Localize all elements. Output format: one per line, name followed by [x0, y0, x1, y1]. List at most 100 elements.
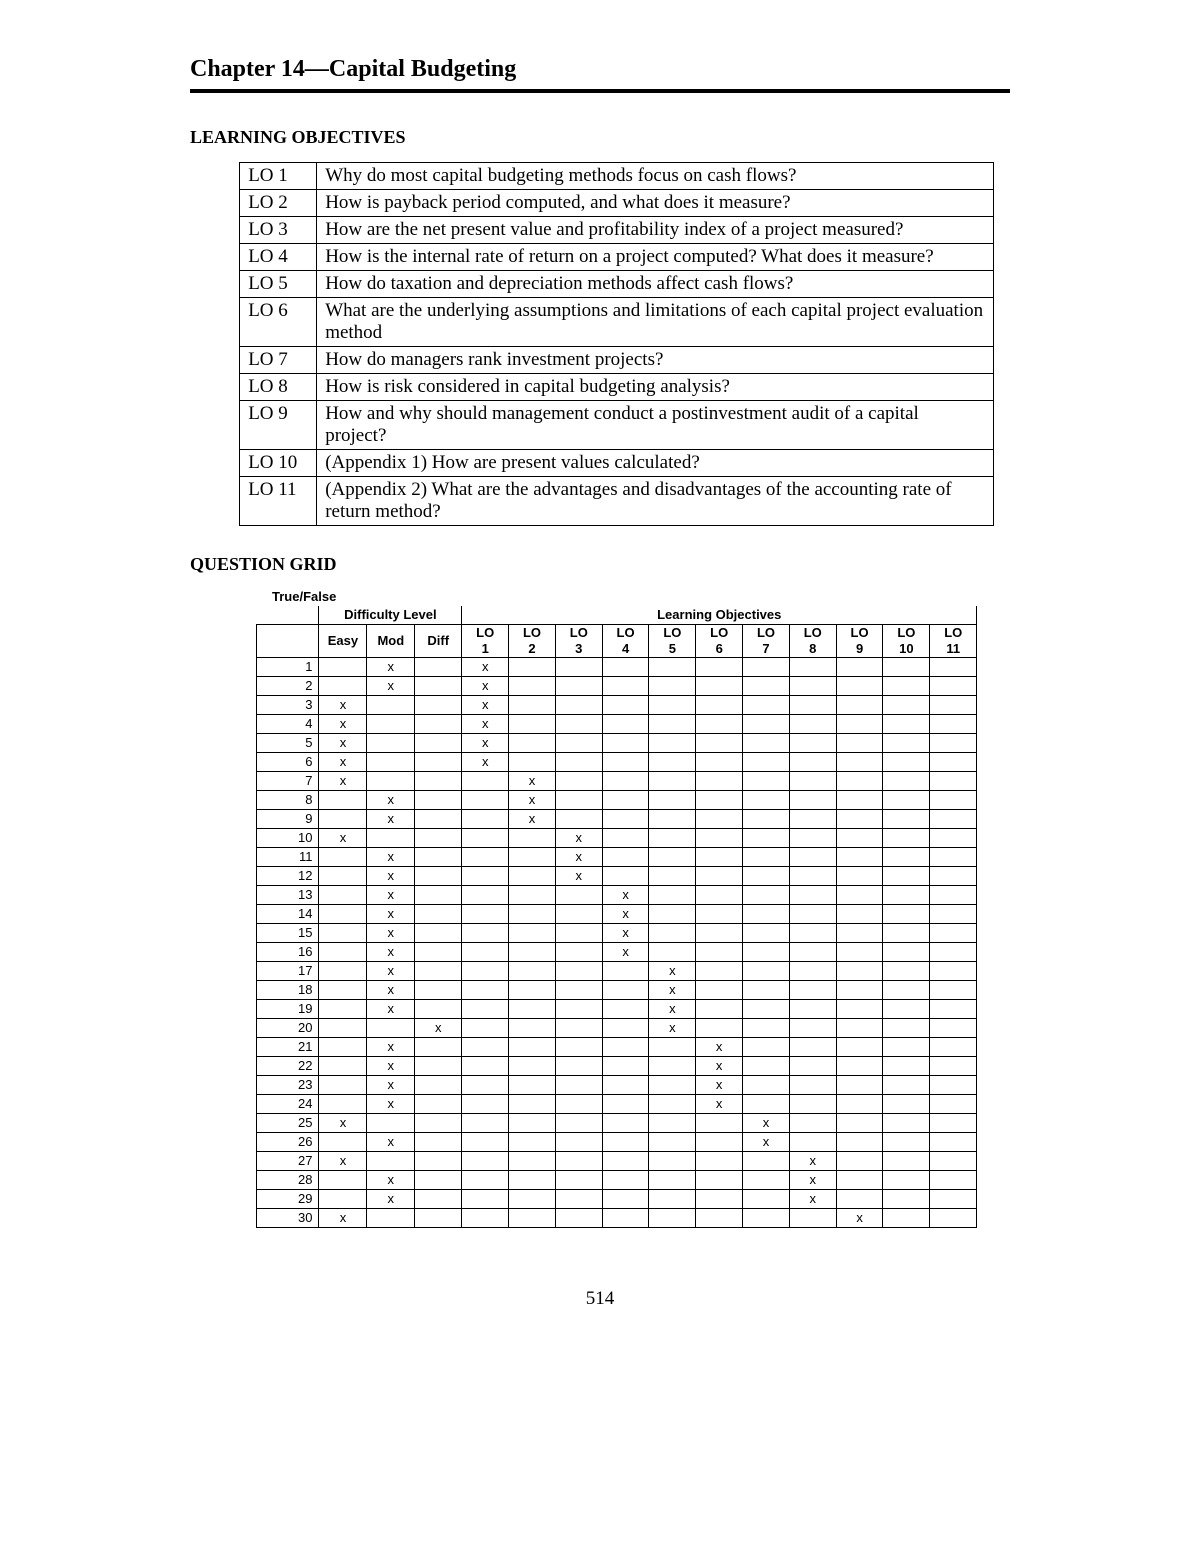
- grid-cell-easy: [319, 905, 367, 924]
- grid-cell-lo: [509, 848, 556, 867]
- grid-rownum: 14: [256, 905, 319, 924]
- grid-cell-lo: [696, 1133, 743, 1152]
- grid-cell-lo: [789, 658, 836, 677]
- grid-rownum: 6: [256, 753, 319, 772]
- grid-cell-easy: x: [319, 696, 367, 715]
- grid-cell-lo: x: [696, 1057, 743, 1076]
- grid-cell-lo: [743, 696, 790, 715]
- grid-rownum: 1: [256, 658, 319, 677]
- grid-row: 20xx: [256, 1019, 977, 1038]
- grid-cell-lo: [789, 962, 836, 981]
- grid-cell-lo: [696, 924, 743, 943]
- grid-cell-lo: x: [509, 791, 556, 810]
- grid-cell-easy: [319, 886, 367, 905]
- grid-cell-lo: x: [555, 829, 602, 848]
- grid-cell-lo: [696, 1000, 743, 1019]
- grid-cell-easy: x: [319, 715, 367, 734]
- grid-cell-lo: x: [602, 905, 649, 924]
- grid-cell-lo: [555, 962, 602, 981]
- grid-row: 2xx: [256, 677, 977, 696]
- grid-cell-lo: [836, 905, 883, 924]
- grid-cell-lo: [509, 715, 556, 734]
- grid-cell-lo: [555, 924, 602, 943]
- page-number: 514: [190, 1288, 1010, 1310]
- grid-cell-mod: x: [367, 1057, 415, 1076]
- grid-cell-easy: [319, 810, 367, 829]
- grid-cell-lo: [649, 1171, 696, 1190]
- grid-cell-lo: [930, 1057, 977, 1076]
- grid-cell-diff: [415, 924, 462, 943]
- grid-cell-diff: [415, 1209, 462, 1228]
- grid-cell-lo: [836, 829, 883, 848]
- grid-cell-lo: [789, 1019, 836, 1038]
- grid-cell-lo: x: [696, 1076, 743, 1095]
- grid-cell-easy: [319, 867, 367, 886]
- grid-cell-lo: [509, 924, 556, 943]
- grid-cell-lo: [883, 772, 930, 791]
- grid-cell-lo: [836, 1057, 883, 1076]
- grid-cell-lo: x: [649, 981, 696, 1000]
- grid-cell-lo: [509, 943, 556, 962]
- grid-cell-lo: [836, 734, 883, 753]
- grid-cell-easy: [319, 1076, 367, 1095]
- grid-cell-lo: [930, 1000, 977, 1019]
- grid-cell-lo: [509, 734, 556, 753]
- grid-cell-lo: [696, 905, 743, 924]
- grid-cell-lo: [883, 734, 930, 753]
- lo-col-header: LO3: [555, 625, 602, 658]
- grid-cell-mod: x: [367, 1038, 415, 1057]
- grid-cell-mod: x: [367, 791, 415, 810]
- lo-text: How is risk considered in capital budget…: [317, 374, 993, 401]
- grid-cell-lo: [462, 1152, 509, 1171]
- grid-cell-lo: [696, 734, 743, 753]
- grid-cell-lo: [836, 1000, 883, 1019]
- grid-cell-diff: [415, 753, 462, 772]
- grid-cell-lo: [836, 1133, 883, 1152]
- grid-row: 16xx: [256, 943, 977, 962]
- lo-text: How do managers rank investment projects…: [317, 347, 993, 374]
- grid-cell-lo: [602, 1152, 649, 1171]
- grid-cell-easy: [319, 1095, 367, 1114]
- grid-cell-lo: [743, 658, 790, 677]
- grid-cell-lo: [555, 981, 602, 1000]
- grid-cell-easy: [319, 848, 367, 867]
- grid-cell-lo: x: [602, 924, 649, 943]
- grid-row: 29xx: [256, 1190, 977, 1209]
- lo-col-header: LO10: [883, 625, 930, 658]
- grid-cell-lo: x: [602, 943, 649, 962]
- grid-cell-lo: [555, 1076, 602, 1095]
- grid-cell-lo: [696, 886, 743, 905]
- grid-cell-diff: [415, 943, 462, 962]
- grid-cell-lo: [509, 905, 556, 924]
- grid-rownum: 9: [256, 810, 319, 829]
- grid-cell-lo: [743, 1209, 790, 1228]
- grid-rownum: 21: [256, 1038, 319, 1057]
- grid-cell-lo: [930, 1152, 977, 1171]
- grid-cell-lo: [743, 848, 790, 867]
- grid-cell-lo: [883, 1114, 930, 1133]
- lo-row: LO 7How do managers rank investment proj…: [240, 347, 993, 374]
- grid-cell-lo: [509, 829, 556, 848]
- grid-cell-lo: x: [462, 734, 509, 753]
- grid-cell-lo: [743, 1152, 790, 1171]
- lo-row: LO 4How is the internal rate of return o…: [240, 244, 993, 271]
- grid-cell-lo: [649, 1152, 696, 1171]
- grid-cell-lo: [930, 829, 977, 848]
- grid-cell-lo: [602, 810, 649, 829]
- grid-cell-diff: [415, 1152, 462, 1171]
- grid-cell-lo: [555, 1038, 602, 1057]
- grid-cell-lo: [462, 981, 509, 1000]
- grid-cell-lo: [836, 753, 883, 772]
- grid-cell-lo: [602, 1076, 649, 1095]
- grid-cell-lo: [649, 753, 696, 772]
- grid-cell-mod: x: [367, 1076, 415, 1095]
- grid-cell-lo: [883, 677, 930, 696]
- grid-row: 11xx: [256, 848, 977, 867]
- lo-code: LO 2: [240, 190, 317, 217]
- grid-rownum: 24: [256, 1095, 319, 1114]
- grid-cell-lo: [789, 810, 836, 829]
- grid-cell-lo: [555, 886, 602, 905]
- grid-cell-lo: [836, 1019, 883, 1038]
- grid-cell-lo: [649, 1114, 696, 1133]
- grid-rownum: 7: [256, 772, 319, 791]
